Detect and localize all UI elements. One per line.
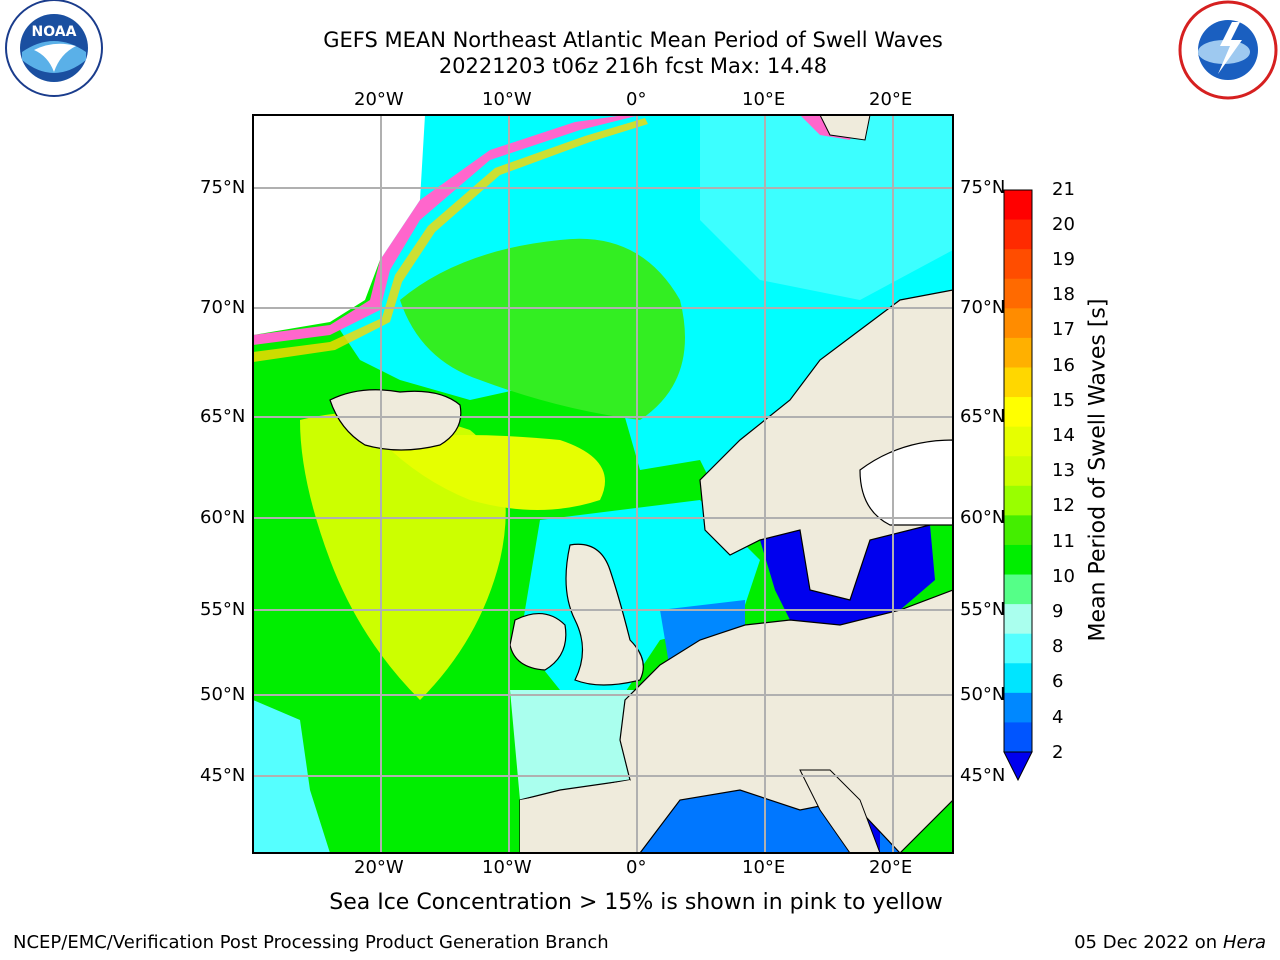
colorbar-segment [1004,604,1032,635]
colorbar-segment [1004,426,1032,457]
lat-label-left-45n: 45°N [200,765,246,786]
svg-text:NOAA: NOAA [32,24,77,40]
green-norwegian-sea [400,238,685,420]
colorbar-label-20: 20 [1052,214,1075,235]
colorbar-segment [1004,249,1032,280]
colorbar-title: Mean Period of Swell Waves [s] [1085,298,1111,642]
lon-label-top-20w: 20°W [354,89,404,110]
colorbar-label-4: 4 [1052,707,1064,728]
lat-label-left-70n: 70°N [200,297,246,318]
ireland [509,613,567,671]
colorbar-segment [1004,397,1032,428]
colorbar-segment [1004,544,1032,576]
colorbar-segment [1004,367,1032,398]
lat-label-right-75n: 75°N [960,177,1006,198]
colorbar-label-19: 19 [1052,249,1075,270]
map-frame [252,114,954,854]
great-britain [565,543,644,686]
lon-label-bottom-20e: 20°E [869,857,913,878]
colorbar-label-12: 12 [1052,495,1075,516]
lon-label-bottom-10e: 10°E [742,857,786,878]
colorbar-label-17: 17 [1052,319,1075,340]
colorbar [1003,189,1033,782]
colorbar-label-14: 14 [1052,425,1075,446]
colorbar-label-9: 9 [1052,601,1064,622]
italy [799,769,881,853]
footer-credit: NCEP/EMC/Verification Post Processing Pr… [13,932,609,953]
lon-label-bottom-0: 0° [626,857,647,878]
map-title-line2: 20221203 t06z 216h fcst Max: 14.48 [438,54,828,78]
lat-label-right-50n: 50°N [960,684,1006,705]
colorbar-segment [1004,515,1032,546]
yellow-swell-core-2 [380,435,605,510]
nws-logo [1178,0,1278,100]
colorbar-label-13: 13 [1052,460,1075,481]
colorbar-segment [1004,219,1032,250]
map-plot-area [253,115,953,853]
colorbar-frame [1003,189,1033,753]
lon-label-top-10w: 10°W [482,89,532,110]
lat-label-left-75n: 75°N [200,177,246,198]
iceland [329,389,462,451]
colorbar-segment [1004,337,1032,368]
sea-ice-note: Sea Ice Concentration > 15% is shown in … [329,890,943,915]
gridlines [253,115,953,853]
colorbar-segment [1004,308,1032,339]
noaa-logo: NOAA [5,0,103,97]
lat-label-left-65n: 65°N [200,406,246,427]
lat-label-right-45n: 45°N [960,765,1006,786]
lon-label-top-10e: 10°E [742,89,786,110]
lon-label-top-20e: 20°E [869,89,913,110]
lon-label-top-0: 0° [626,89,647,110]
footer-date: 05 Dec 2022 on Hera [1074,932,1266,953]
lat-label-right-65n: 65°N [960,406,1006,427]
svalbard [819,115,871,141]
lat-label-right-70n: 70°N [960,297,1006,318]
colorbar-label-2: 2 [1052,742,1064,763]
colorbar-segment [1004,456,1032,487]
colorbar-label-11: 11 [1052,531,1075,552]
colorbar-segment [1004,722,1032,753]
finland-white [859,439,953,526]
footer-machine: Hera [1222,932,1266,953]
lat-label-left-60n: 60°N [200,507,246,528]
colorbar-extend-triangle [1003,751,1033,782]
colorbar-segment [1004,692,1032,723]
lat-label-left-50n: 50°N [200,684,246,705]
biscay-cyan [510,690,640,800]
colorbar-segment [1004,485,1032,516]
lon-label-bottom-20w: 20°W [354,857,404,878]
footer-date-text: 05 Dec 2022 on [1074,932,1218,953]
colorbar-label-15: 15 [1052,390,1075,411]
colorbar-segment [1004,278,1032,309]
colorbar-label-6: 6 [1052,671,1064,692]
colorbar-label-21: 21 [1052,179,1075,200]
light-cyan-patch [700,115,953,300]
lat-label-right-60n: 60°N [960,507,1006,528]
lat-label-left-55n: 55°N [200,599,246,620]
lat-label-right-55n: 55°N [960,599,1006,620]
colorbar-segment [1004,190,1032,221]
iberia [520,780,640,853]
colorbar-label-16: 16 [1052,355,1075,376]
colorbar-label-10: 10 [1052,566,1075,587]
colorbar-label-8: 8 [1052,636,1064,657]
lon-label-bottom-10w: 10°W [482,857,532,878]
colorbar-label-18: 18 [1052,284,1075,305]
colorbar-segment [1004,633,1032,664]
map-title-line1: GEFS MEAN Northeast Atlantic Mean Period… [323,28,943,52]
colorbar-segment [1004,663,1032,694]
baltic-sea [760,525,935,625]
colorbar-segment [1004,574,1032,605]
